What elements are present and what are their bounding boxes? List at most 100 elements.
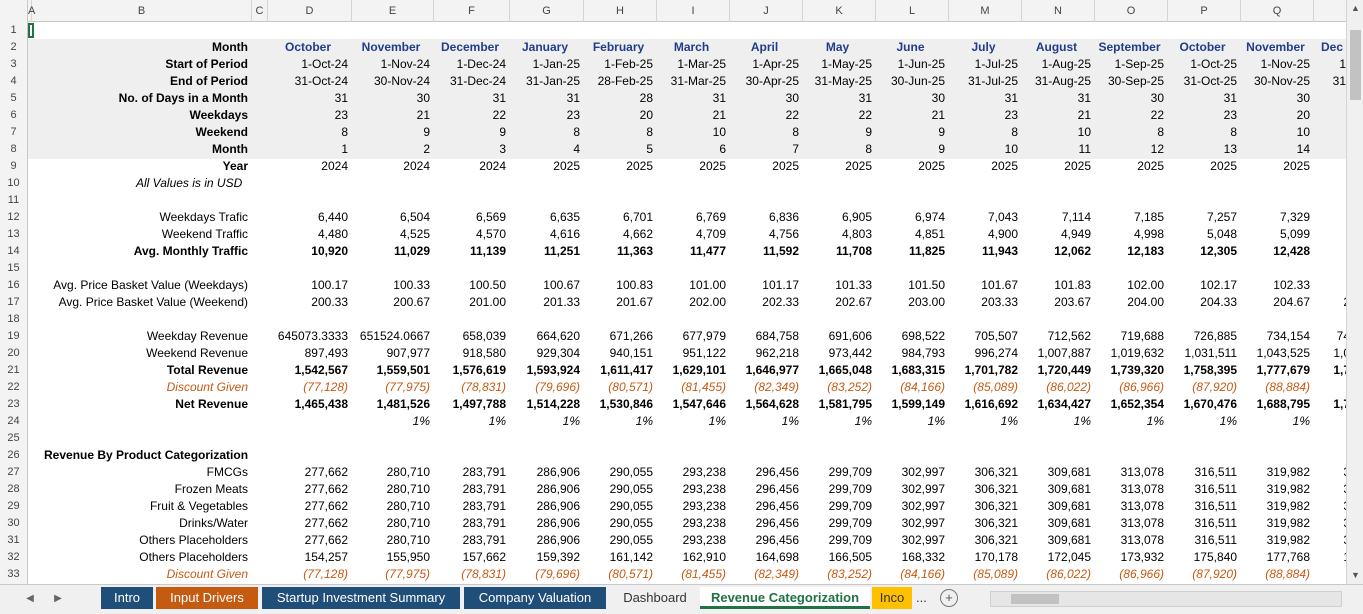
cell-value[interactable]: 5,099 <box>1279 227 1310 241</box>
cell-value[interactable]: 1% <box>1219 414 1237 428</box>
cell-value[interactable]: 1 <box>341 142 348 156</box>
cell-value[interactable]: 293,238 <box>682 465 726 479</box>
row-header-4[interactable]: 4 <box>10 75 17 87</box>
cell-value[interactable]: 1,465,438 <box>294 397 348 411</box>
cell-value[interactable]: 293,238 <box>682 482 726 496</box>
cell-value[interactable]: 1,720,449 <box>1037 363 1091 377</box>
cell-value[interactable]: 8 <box>341 125 348 139</box>
cell-value[interactable]: 316,511 <box>1194 499 1238 513</box>
cell-value[interactable]: 929,304 <box>536 346 580 360</box>
cell-value[interactable]: 1% <box>635 414 653 428</box>
cell-value[interactable]: (88,884) <box>1265 380 1310 394</box>
cell-value[interactable]: (82,349) <box>754 567 799 581</box>
cell-value[interactable] <box>1314 141 1346 158</box>
row-header-15[interactable]: 15 <box>7 262 20 274</box>
cell-value[interactable]: 1,007,887 <box>1037 346 1091 360</box>
cell-value[interactable]: (77,128) <box>303 380 348 394</box>
cell-value[interactable]: 1,616,692 <box>964 397 1018 411</box>
column-header-d[interactable]: D <box>268 0 352 22</box>
cell-value[interactable] <box>1314 226 1346 243</box>
cell-value[interactable]: 12,062 <box>1054 244 1091 258</box>
cell-value[interactable]: 309,681 <box>1047 482 1091 496</box>
cell-value[interactable]: 1,665,048 <box>818 363 872 377</box>
cell-value[interactable]: 1,0 <box>1333 346 1346 360</box>
cell-value[interactable]: (83,252) <box>827 567 872 581</box>
cell-value[interactable]: 280,710 <box>386 533 430 547</box>
cell-value[interactable]: (77,975) <box>385 380 430 394</box>
cell-value[interactable]: 6,769 <box>695 210 726 224</box>
cell-value[interactable]: 31-Oct-25 <box>1183 74 1237 88</box>
cell-value[interactable]: 734,154 <box>1266 329 1310 343</box>
cell-value[interactable]: (86,022) <box>1046 380 1091 394</box>
cell-value[interactable]: 1% <box>1292 414 1310 428</box>
cell-value[interactable]: 161,142 <box>609 550 653 564</box>
cell-value[interactable]: 319,982 <box>1266 482 1310 496</box>
vertical-scroll-thumb[interactable] <box>1350 30 1361 100</box>
cell-value[interactable]: 157,662 <box>462 550 506 564</box>
row-header-24[interactable]: 24 <box>7 415 20 427</box>
row-header-8[interactable]: 8 <box>10 143 17 155</box>
column-header-p[interactable]: P <box>1168 0 1241 22</box>
cell-value[interactable]: 286,906 <box>536 465 580 479</box>
cell-value[interactable]: 1,7 <box>1333 363 1346 377</box>
cell-value[interactable]: 1% <box>927 414 945 428</box>
column-header-n[interactable]: N <box>1022 0 1095 22</box>
cell-value[interactable]: 7,114 <box>1061 210 1091 224</box>
tab-scroll-left-icon[interactable]: ◀ <box>26 593 34 604</box>
cell-value[interactable]: 2024 <box>479 159 506 173</box>
row-header-25[interactable]: 25 <box>7 432 20 444</box>
cell-value[interactable]: 1% <box>1000 414 1018 428</box>
cell-value[interactable]: (85,089) <box>973 380 1018 394</box>
cell-value[interactable]: 11,825 <box>908 244 945 258</box>
cell-value[interactable]: 23 <box>1004 108 1018 122</box>
row-label[interactable]: Weekend Traffic <box>161 227 248 241</box>
cell-value[interactable]: 2025 <box>1283 159 1310 173</box>
column-header-m[interactable]: M <box>949 0 1022 22</box>
row-header-32[interactable]: 32 <box>7 551 20 563</box>
cell-value[interactable]: 984,793 <box>901 346 945 360</box>
row-label[interactable]: Total Revenue <box>166 363 248 377</box>
cell-value[interactable]: 2025 <box>918 159 945 173</box>
cell-value[interactable]: 2025 <box>553 159 580 173</box>
cell-value[interactable]: 9 <box>938 142 945 156</box>
cell-value[interactable]: 10 <box>1004 142 1018 156</box>
cell-value[interactable]: 5 <box>646 142 653 156</box>
cell-value[interactable]: 309,681 <box>1047 465 1091 479</box>
cell-value[interactable]: 316,511 <box>1194 533 1238 547</box>
cell-value[interactable]: 1,542,567 <box>294 363 348 377</box>
row-header-19[interactable]: 19 <box>7 330 20 342</box>
cell-value[interactable]: 7,043 <box>987 210 1018 224</box>
row-header-14[interactable]: 14 <box>7 245 20 257</box>
cell-value[interactable]: 1,576,619 <box>452 363 506 377</box>
cell-value[interactable]: 13 <box>1223 142 1237 156</box>
cell-value[interactable]: 309,681 <box>1047 499 1091 513</box>
cell-value[interactable]: 296,456 <box>755 499 799 513</box>
cell-value[interactable]: 8 <box>1230 125 1237 139</box>
cell-value[interactable] <box>1314 277 1346 294</box>
cell-value[interactable]: 159,392 <box>536 550 580 564</box>
cell-value[interactable]: 302,997 <box>901 516 945 530</box>
cell-value[interactable]: 30 <box>931 91 945 105</box>
cell-value[interactable]: 2025 <box>991 159 1018 173</box>
cell-value[interactable]: 280,710 <box>386 465 430 479</box>
row-label[interactable]: Net Revenue <box>175 397 248 411</box>
cell-value[interactable]: 4,900 <box>987 227 1018 241</box>
row-header-9[interactable]: 9 <box>10 160 17 172</box>
cell-value[interactable]: 10,920 <box>311 244 348 258</box>
column-header-k[interactable]: K <box>803 0 876 22</box>
row-label[interactable]: Drinks/Water <box>179 516 248 530</box>
cell-value[interactable]: 1,652,354 <box>1110 397 1164 411</box>
cell-value[interactable]: (80,571) <box>608 567 653 581</box>
cell-value[interactable]: 100.83 <box>616 278 653 292</box>
row-label[interactable]: Month <box>212 40 248 54</box>
cell-value[interactable]: January <box>521 40 569 54</box>
cell-value[interactable]: 12 <box>1150 142 1164 156</box>
cell-value[interactable]: 9 <box>499 125 506 139</box>
cell-value[interactable]: 6,569 <box>475 210 506 224</box>
cell-value[interactable]: 164,698 <box>755 550 799 564</box>
cell-value[interactable]: (84,166) <box>900 567 945 581</box>
cell-value[interactable]: 306,321 <box>974 482 1018 496</box>
cell-value[interactable]: 313,078 <box>1120 482 1164 496</box>
cell-value[interactable]: 1-Sep-25 <box>1114 57 1164 71</box>
cell-value[interactable]: 31 <box>492 91 506 105</box>
